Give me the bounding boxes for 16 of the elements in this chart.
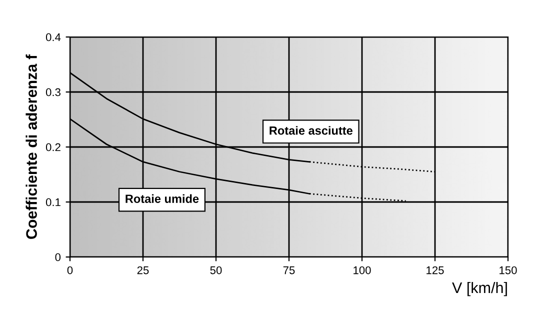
x-tick-label: 150 [500,266,517,274]
y-tick-label: 0 [55,253,61,262]
x-tick-label: 0 [67,266,73,274]
x-tick-label: 25 [137,266,149,274]
y-tick-label: 0.3 [46,88,60,96]
series-label: Rotaie umide [126,194,199,203]
series-label: Rotaie asciutte [270,126,352,135]
x-tick-label: 125 [426,266,444,274]
y-axis-title: Coefficiente di aderenza f [26,54,37,239]
y-tick-label: 0.2 [46,143,60,152]
x-tick-label: 75 [283,266,295,274]
x-axis-title: V [km/h] [452,282,507,296]
x-tick-label: 100 [354,266,371,274]
y-tick-label: 0.4 [46,33,61,42]
x-tick-label: 50 [210,266,222,274]
y-tick-label: 0.1 [46,198,60,206]
